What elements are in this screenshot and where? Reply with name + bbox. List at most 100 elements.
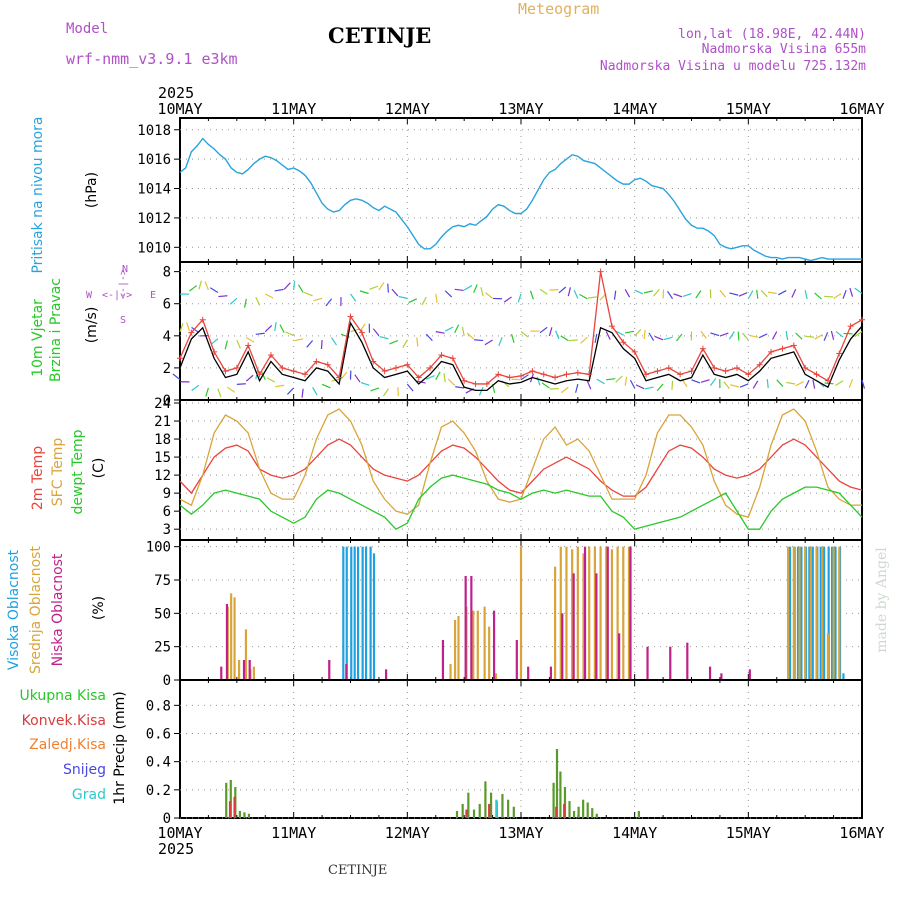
bar-konvek-kisa (465, 809, 468, 818)
wind-arrow (218, 295, 228, 298)
y-tick-label: 100 (146, 540, 171, 556)
wind-arrow (691, 379, 701, 384)
bar-niska-oblacnost (618, 633, 621, 680)
bar-ukupna-kisa (489, 792, 493, 818)
cloud-unit: (%) (91, 596, 107, 620)
bar-srednja-oblacnost (792, 546, 795, 680)
bar-niska-oblacnost (225, 604, 229, 680)
wind-arrow (587, 296, 597, 299)
wind-arrow (463, 285, 473, 291)
bar-niska-oblacnost (686, 642, 689, 680)
wind-arrow (568, 339, 578, 342)
wind-arrow (548, 327, 553, 337)
bar-ukupna-kisa (238, 810, 241, 818)
wind-arrow (217, 388, 222, 398)
wind-arrow (739, 383, 749, 388)
wind-arrow (575, 383, 579, 393)
bar-srednja-oblacnost (809, 546, 812, 680)
bar-srednja-oblacnost (494, 673, 498, 680)
wind-arrow (710, 332, 720, 337)
wind-arrow (474, 339, 484, 342)
bar-visoka-oblacnost (356, 546, 360, 680)
wind-arrow (369, 285, 379, 290)
wind-arrow (728, 331, 735, 340)
wind-arrow (854, 330, 863, 338)
wind-arrow (444, 326, 454, 332)
time-label-bottom: 11MAY (271, 824, 316, 842)
wind-arrow (454, 324, 460, 334)
wind-arrow (730, 384, 740, 388)
bar-niska-oblacnost (248, 660, 251, 680)
wind-arrow (447, 378, 456, 386)
bar-ukupna-kisa (577, 806, 580, 818)
wind-arrow (766, 379, 769, 389)
bar-visoka-oblacnost (819, 546, 822, 680)
time-label-top: 12MAY (385, 100, 430, 118)
bar-konvek-kisa (563, 803, 566, 818)
time-label-bottom: 15MAY (726, 824, 771, 842)
bar-ukupna-kisa (467, 792, 470, 818)
bar-ukupna-kisa (563, 787, 567, 818)
y-tick-label: 0 (163, 673, 171, 689)
lonlat-label: lon,lat (18.98E, 42.44N) (678, 27, 866, 42)
wind-arrow (558, 286, 567, 294)
wind-arrow (236, 383, 246, 385)
bar-srednja-oblacnost (787, 546, 790, 680)
bar-visoka-oblacnost (361, 546, 364, 680)
wind-arrow (805, 335, 815, 338)
wind-arrow (473, 284, 478, 293)
bar-srednja-oblacnost (554, 566, 557, 680)
time-label-bottom: 13MAY (498, 824, 543, 842)
pressure-panel: 1010 1012 1014 1016 1018 (137, 117, 863, 263)
y-tick-label: 1018 (137, 123, 171, 139)
wind-arrow (786, 381, 796, 385)
y-tick-label: 21 (154, 414, 171, 430)
temperature-panel: 3 6 9 12 15 18 21 24 (154, 396, 863, 541)
wind-arrow (301, 388, 304, 398)
bar-visoka-oblacnost (842, 673, 845, 680)
bar-srednja-oblacnost (449, 664, 452, 680)
wind-arrow (350, 293, 357, 302)
bar-visoka-oblacnost (823, 546, 826, 680)
wind-arrow (738, 292, 748, 297)
compass-s: S (120, 315, 126, 326)
wind-arrow (313, 297, 323, 302)
wind-arrow (498, 337, 503, 347)
wind-arrow (723, 381, 730, 390)
wind-arrow (179, 323, 184, 332)
wind-arrow (791, 289, 797, 298)
bar-srednja-oblacnost (798, 546, 801, 680)
bar-srednja-oblacnost (815, 546, 818, 680)
wind-arrow (854, 287, 863, 294)
time-label-bottom: 14MAY (612, 824, 657, 842)
wind-arrow (503, 296, 512, 303)
bar-srednja-oblacnost (804, 546, 807, 680)
wind-arrow (485, 292, 493, 299)
bar-niska-oblacnost (583, 546, 587, 680)
wind-arrow (275, 384, 285, 388)
wind-arrow (198, 280, 203, 290)
bar-konvek-kisa (555, 806, 558, 818)
wind-arrow (243, 298, 247, 308)
bar-niska-oblacnost (669, 646, 672, 680)
bar-niska-oblacnost (572, 573, 575, 680)
y-tick-label: 8 (163, 265, 171, 281)
bar-srednja-oblacnost (593, 546, 596, 680)
wind-arrow (529, 290, 534, 300)
wind-arrow (695, 290, 702, 299)
wind-arrow (517, 293, 522, 303)
bar-niska-oblacnost (606, 546, 609, 680)
y-tick-label: 1016 (137, 152, 171, 168)
y-tick-label: 3 (163, 522, 171, 538)
wind-arrow (387, 283, 389, 293)
wind-arrow (340, 371, 348, 380)
wind-panel: 0 2 4 6 8 (163, 261, 866, 409)
bar-niska-oblacnost (515, 640, 518, 680)
bar-niska-oblacnost (720, 673, 723, 680)
wind-arrow (596, 378, 605, 385)
y-tick-label: 75 (154, 573, 171, 589)
footer-station: CETINJE (328, 863, 387, 878)
time-label-bottom: 16MAY (839, 824, 884, 842)
wind-arrow (555, 330, 560, 340)
bar-srednja-oblacnost (476, 610, 479, 680)
